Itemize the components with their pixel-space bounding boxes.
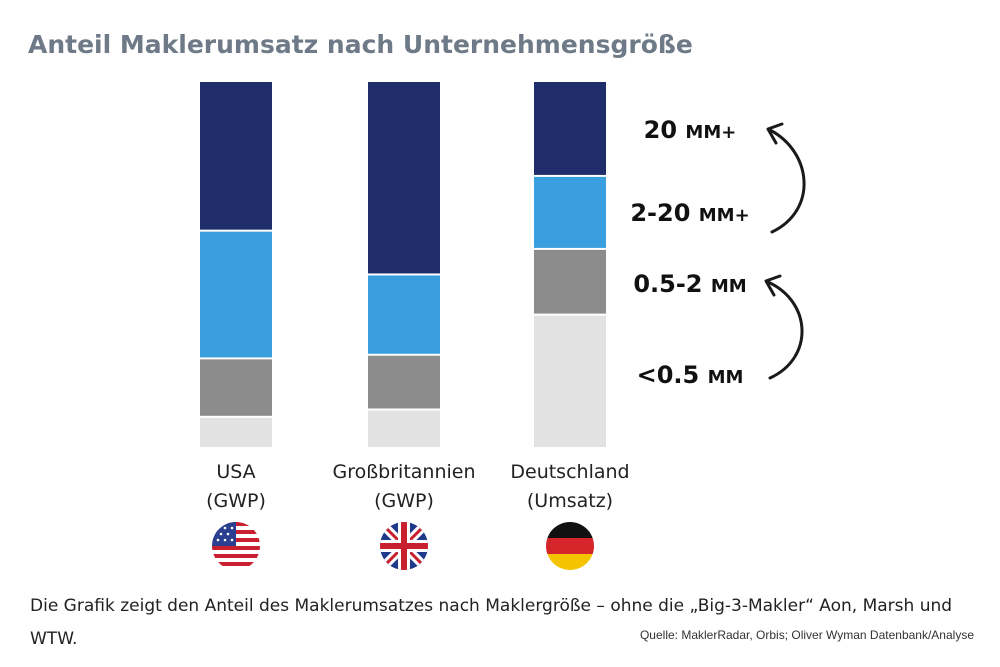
category-label: USA: [216, 461, 255, 483]
legend-entry: 0.5-2 MM: [633, 270, 746, 298]
legend-entry: 2-20 MM+: [630, 199, 749, 227]
legend-entry: <0.5 MM: [637, 361, 744, 389]
category-label: (GWP): [206, 490, 266, 512]
chart-caption: Die Grafik zeigt den Anteil des Maklerum…: [30, 596, 953, 649]
category-label: (GWP): [374, 490, 434, 512]
arrowhead-upper-icon: [766, 122, 784, 145]
legend-entry: 20 MM+: [644, 116, 737, 144]
bar-segment: [368, 275, 440, 354]
source-note: Quelle: MaklerRadar, Orbis; Oliver Wyman…: [639, 628, 974, 642]
bar-segment: [200, 359, 272, 416]
chart-title: Anteil Maklerumsatz nach Unternehmensgrö…: [28, 30, 693, 59]
category-label: (Umsatz): [527, 490, 613, 512]
bar-segment: [368, 410, 440, 447]
bar-segment: [200, 417, 272, 447]
stacked-bar-chart: USA (GWP) Großbritannien (GWP) Deutschland (U…: [200, 82, 806, 570]
bar-segment: [368, 82, 440, 274]
curved-arrow-upper-icon: [768, 128, 806, 234]
bar-segment: [534, 249, 606, 314]
uk-flag-icon: [380, 522, 428, 570]
bar-segment: [368, 355, 440, 409]
bars-layer: [200, 82, 606, 447]
curved-arrow-lower-icon: [766, 280, 804, 380]
legend: 20 MM+ 2-20 MM+ 0.5-2 MM <0.5 MM: [630, 116, 749, 389]
bar-segment: [534, 82, 606, 175]
bar-segment: [534, 315, 606, 447]
arrowhead-lower-icon: [764, 274, 782, 297]
bar-segment: [200, 231, 272, 358]
bar-segment: [200, 82, 272, 230]
bar-segment: [534, 176, 606, 248]
category-label: Deutschland: [510, 461, 629, 483]
us-flag-icon: [212, 522, 260, 570]
category-labels: USA (GWP) Großbritannien (GWP) Deutschland (U…: [206, 461, 630, 512]
germany-flag-icon: [546, 522, 594, 570]
category-label: Großbritannien: [332, 461, 475, 483]
flags-layer: [212, 522, 594, 570]
